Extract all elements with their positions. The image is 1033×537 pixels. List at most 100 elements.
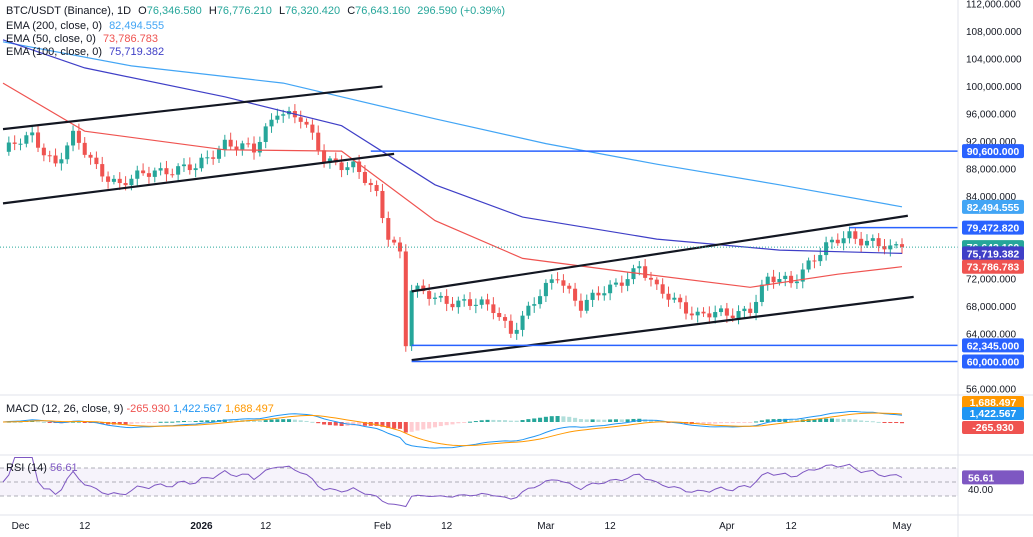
candle-body[interactable]: [590, 292, 595, 300]
candle-body[interactable]: [894, 244, 899, 246]
upper-channel-dec-jan[interactable]: [2, 85, 383, 131]
candle-body[interactable]: [899, 244, 905, 248]
candle-body[interactable]: [683, 302, 689, 314]
candle-body[interactable]: [380, 190, 385, 219]
candle-body[interactable]: [181, 164, 186, 167]
candle-body[interactable]: [310, 124, 315, 133]
candle-body[interactable]: [12, 142, 17, 144]
candle-body[interactable]: [129, 178, 134, 186]
candle-body[interactable]: [281, 114, 286, 116]
candle-body[interactable]: [415, 285, 420, 291]
candle-body[interactable]: [800, 269, 805, 282]
candle-body[interactable]: [368, 182, 373, 186]
candle-body[interactable]: [351, 161, 356, 168]
price-axis[interactable]: 112,000.000 108,000.000 104,000.000 100,000…: [957, 0, 1024, 537]
candle-body[interactable]: [450, 303, 455, 308]
candle-body[interactable]: [619, 282, 624, 286]
candle-body[interactable]: [18, 143, 23, 145]
lower-channel-dec-jan[interactable]: [2, 152, 395, 205]
candle-body[interactable]: [71, 130, 76, 146]
candle-body[interactable]: [736, 311, 741, 319]
candle-body[interactable]: [251, 143, 257, 153]
candle-body[interactable]: [123, 183, 128, 186]
candle-body[interactable]: [608, 284, 613, 294]
candle-body[interactable]: [135, 170, 140, 179]
candle-body[interactable]: [631, 268, 636, 280]
candle-body[interactable]: [35, 132, 41, 148]
candle-body[interactable]: [789, 275, 794, 284]
candle-body[interactable]: [345, 167, 350, 171]
candle-body[interactable]: [24, 135, 29, 144]
lower-channel-feb-apr[interactable]: [411, 295, 914, 362]
candle-body[interactable]: [444, 295, 449, 304]
candle-body[interactable]: [759, 284, 764, 302]
candle-body[interactable]: [53, 155, 58, 164]
candle-body[interactable]: [106, 176, 111, 182]
candle-body[interactable]: [257, 141, 262, 153]
candle-body[interactable]: [549, 279, 554, 283]
candle-body[interactable]: [211, 157, 216, 159]
candle-body[interactable]: [374, 185, 379, 191]
candle-body[interactable]: [508, 320, 513, 334]
candle-body[interactable]: [695, 311, 700, 316]
candle-body[interactable]: [625, 279, 630, 286]
ema-line[interactable]: [2, 41, 903, 208]
candle-body[interactable]: [485, 299, 490, 305]
candle-body[interactable]: [503, 317, 508, 321]
candle-body[interactable]: [246, 143, 251, 145]
candle-body[interactable]: [362, 172, 367, 183]
price-pane[interactable]: [0, 39, 1033, 396]
candle-body[interactable]: [473, 304, 478, 306]
candle-body[interactable]: [117, 178, 122, 184]
candle-body[interactable]: [88, 154, 93, 158]
rsi-line[interactable]: [2, 457, 903, 508]
ema-line[interactable]: [2, 82, 903, 288]
candle-body[interactable]: [584, 299, 589, 311]
candle-body[interactable]: [30, 132, 35, 136]
level-90600[interactable]: [962, 144, 1024, 159]
candle-body[interactable]: [339, 162, 344, 171]
candle-body[interactable]: [327, 158, 332, 162]
candle-body[interactable]: [532, 304, 537, 306]
candle-body[interactable]: [514, 329, 519, 334]
candle-body[interactable]: [876, 238, 881, 247]
ema200-legend[interactable]: EMA (200, close, 0) 82,494.555: [6, 19, 168, 33]
candle-body[interactable]: [6, 142, 11, 152]
candle-body[interactable]: [304, 121, 309, 125]
candle-body[interactable]: [357, 161, 362, 173]
macd-badge[interactable]: [962, 407, 1024, 420]
candle-body[interactable]: [672, 297, 677, 300]
candle-body[interactable]: [578, 300, 583, 311]
candle-body[interactable]: [882, 246, 887, 250]
candle-body[interactable]: [666, 293, 671, 300]
candle-body[interactable]: [660, 284, 665, 294]
candle-body[interactable]: [637, 266, 642, 269]
candle-body[interactable]: [870, 238, 875, 241]
date-axis[interactable]: Dec 12 2026 12 Feb 12 Mar 12 Apr 12 May: [12, 521, 912, 532]
candle-body[interactable]: [538, 296, 543, 305]
candle-body[interactable]: [176, 166, 181, 175]
candle-body[interactable]: [730, 315, 735, 319]
candle-body[interactable]: [427, 291, 432, 299]
candle-body[interactable]: [421, 285, 426, 292]
candle-body[interactable]: [41, 147, 46, 156]
candle-body[interactable]: [771, 276, 776, 283]
candle-body[interactable]: [643, 266, 648, 278]
rsi-legend[interactable]: RSI (14) 56.61: [6, 462, 78, 474]
candle-body[interactable]: [754, 301, 759, 313]
candle-body[interactable]: [193, 168, 198, 171]
candle-body[interactable]: [724, 308, 729, 316]
candle-body[interactable]: [847, 231, 852, 239]
candle-body[interactable]: [719, 308, 724, 313]
candle-body[interactable]: [777, 279, 782, 283]
candle-body[interactable]: [526, 305, 531, 316]
candle-body[interactable]: [707, 313, 712, 318]
macd-legend[interactable]: MACD (12, 26, close, 9) -265.930 1,422.5…: [6, 403, 274, 415]
candle-body[interactable]: [65, 145, 70, 160]
candle-body[interactable]: [111, 178, 116, 182]
candle-body[interactable]: [573, 288, 578, 301]
candle-body[interactable]: [689, 313, 694, 316]
candle-body[interactable]: [859, 238, 864, 246]
candle-body[interactable]: [187, 164, 192, 171]
